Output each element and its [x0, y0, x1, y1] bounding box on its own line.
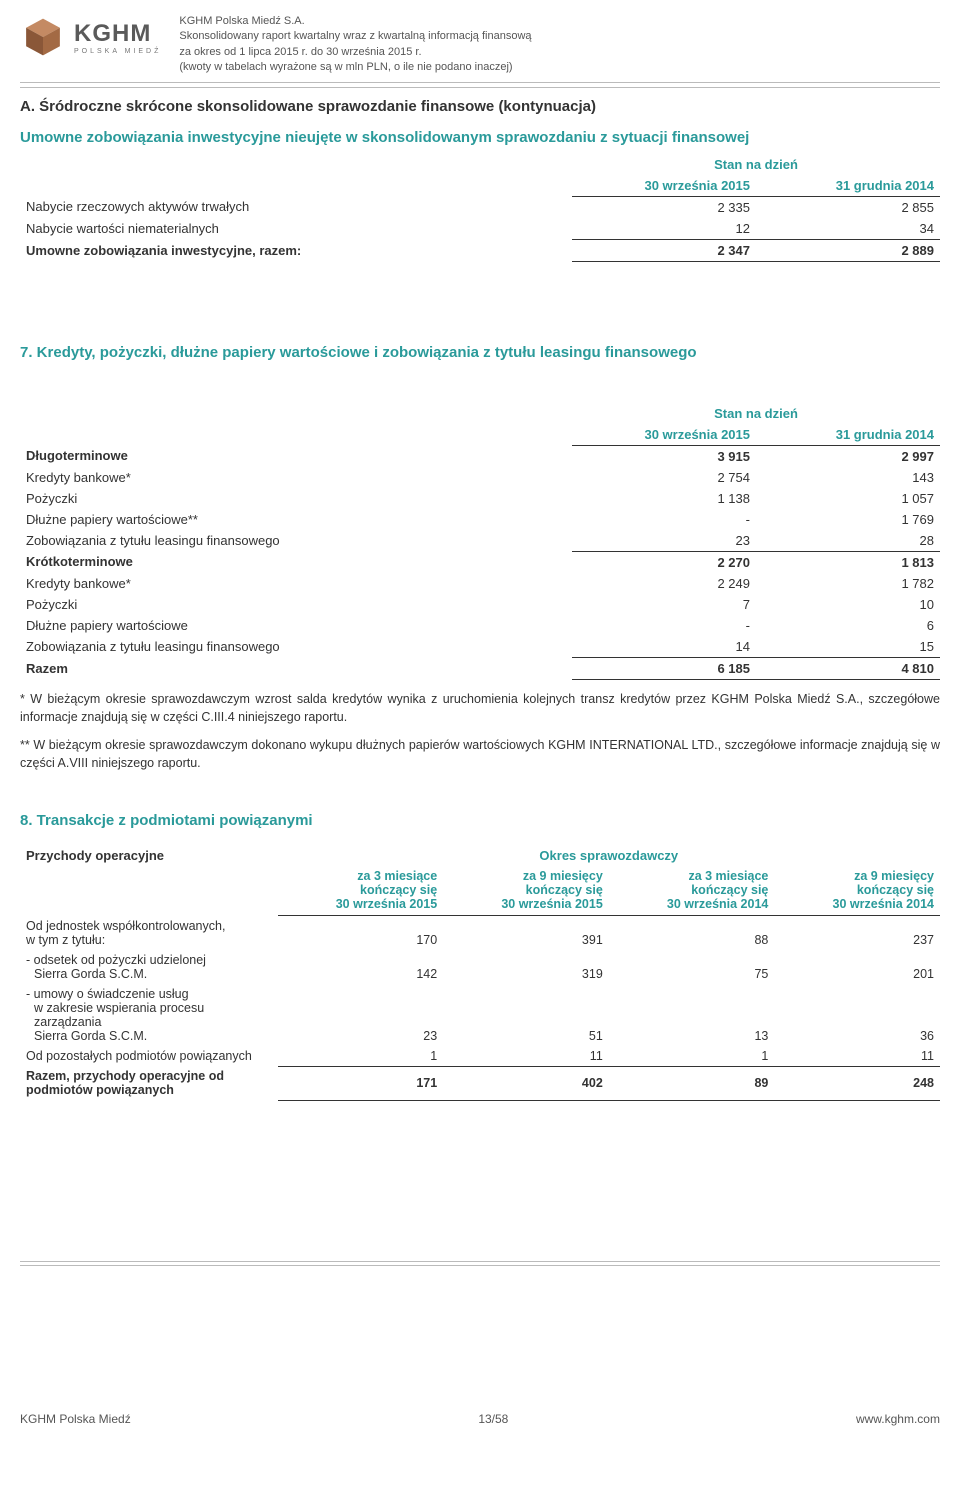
table-row: Zobowiązania z tytułu leasingu finansowe…	[20, 636, 940, 658]
table-row: Krótkoterminowe2 2701 813	[20, 551, 940, 573]
section-7-title: 7. Kredyty, pożyczki, dłużne papiery war…	[20, 344, 940, 361]
table-row: - odsetek od pożyczki udzielonejSierra G…	[20, 950, 940, 984]
divider	[20, 1261, 940, 1262]
table-invest-commitments: Stan na dzień 30 września 2015 31 grudni…	[20, 154, 940, 262]
table-row: Dłużne papiery wartościowe**-1 769	[20, 509, 940, 530]
table-row: Pożyczki1 1381 057	[20, 488, 940, 509]
col-head-1: 30 września 2015	[572, 175, 756, 197]
table-row: - umowy o świadczenie usługw zakresie ws…	[20, 984, 940, 1046]
section-8-title: 8. Transakcje z podmiotami powiązanymi	[20, 812, 940, 829]
t8-col-2: za 3 miesiące kończący się 30 września 2…	[609, 866, 775, 916]
divider	[20, 87, 940, 88]
col-head-1: 30 września 2015	[572, 424, 756, 446]
footnote-2: ** W bieżącym okresie sprawozdawczym dok…	[20, 736, 940, 772]
table-row: Kredyty bankowe*2 754143	[20, 467, 940, 488]
divider	[20, 82, 940, 83]
table-related-party: Przychody operacyjne Okres sprawozdawczy…	[20, 845, 940, 1101]
col-head-2: 31 grudnia 2014	[756, 175, 940, 197]
t8-left-head: Przychody operacyjne	[20, 845, 278, 866]
brand-name: KGHM	[74, 20, 161, 48]
table-row-total: Razem, przychody operacyjne od podmiotów…	[20, 1066, 940, 1100]
table-row: Kredyty bankowe*2 2491 782	[20, 573, 940, 594]
t8-col-1: za 9 miesięcy kończący się 30 września 2…	[443, 866, 609, 916]
t8-right-head: Okres sprawozdawczy	[278, 845, 940, 866]
divider	[20, 1265, 940, 1266]
section-a-sub: Umowne zobowiązania inwestycyjne nieujęt…	[20, 129, 940, 146]
footer-center: 13/58	[478, 1412, 508, 1426]
table-row-total: Umowne zobowiązania inwestycyjne, razem:…	[20, 239, 940, 261]
stan-label: Stan na dzień	[572, 403, 940, 424]
table-row: Nabycie rzeczowych aktywów trwałych 2 33…	[20, 196, 940, 218]
table-row: Zobowiązania z tytułu leasingu finansowe…	[20, 530, 940, 552]
header-line2: Skonsolidowany raport kwartalny wraz z k…	[179, 29, 940, 44]
col-head-2: 31 grudnia 2014	[756, 424, 940, 446]
kghm-logo-icon	[20, 14, 66, 60]
section-a-title: A. Śródroczne skrócone skonsolidowane sp…	[20, 98, 940, 115]
stan-label: Stan na dzień	[572, 154, 940, 175]
header-line4: (kwoty w tabelach wyrażone są w mln PLN,…	[179, 60, 940, 75]
table-loans: Stan na dzień 30 września 2015 31 grudni…	[20, 403, 940, 680]
header-company: KGHM Polska Miedź S.A.	[179, 14, 940, 29]
footer-left: KGHM Polska Miedź	[20, 1412, 131, 1426]
footer-right: www.kghm.com	[856, 1412, 940, 1426]
header-line3: za okres od 1 lipca 2015 r. do 30 wrześn…	[179, 45, 940, 60]
table-row-total: Razem 6 185 4 810	[20, 657, 940, 679]
page-footer: KGHM Polska Miedź 13/58 www.kghm.com	[20, 1406, 940, 1426]
footnote-1: * W bieżącym okresie sprawozdawczym wzro…	[20, 690, 940, 726]
t8-col-0: za 3 miesiące kończący się 30 września 2…	[278, 866, 444, 916]
table-row: Nabycie wartości niematerialnych 12 34	[20, 218, 940, 240]
table-row: Od pozostałych podmiotów powiązanych1111…	[20, 1046, 940, 1067]
logo: KGHM POLSKA MIEDŹ	[20, 14, 161, 60]
page-header: KGHM POLSKA MIEDŹ KGHM Polska Miedź S.A.…	[20, 14, 940, 76]
table-row: Długoterminowe3 9152 997	[20, 445, 940, 467]
table-row: Od jednostek współkontrolowanych,w tym z…	[20, 916, 940, 950]
table-row: Dłużne papiery wartościowe-6	[20, 615, 940, 636]
brand-sub: POLSKA MIEDŹ	[74, 48, 161, 55]
t8-col-3: za 9 miesięcy kończący się 30 września 2…	[774, 866, 940, 916]
table-row: Pożyczki710	[20, 594, 940, 615]
header-meta: KGHM Polska Miedź S.A. Skonsolidowany ra…	[179, 14, 940, 76]
